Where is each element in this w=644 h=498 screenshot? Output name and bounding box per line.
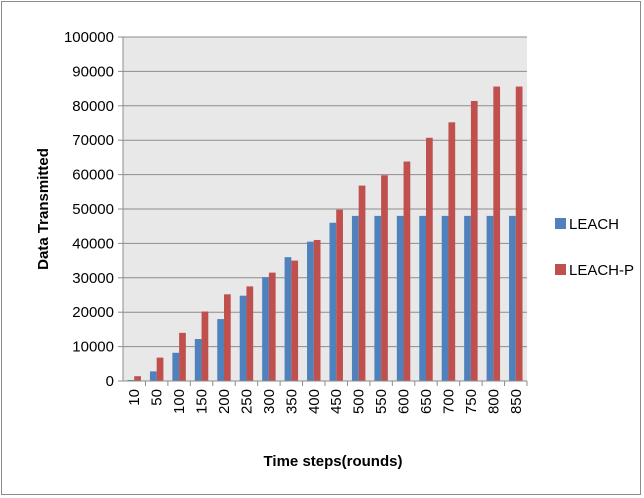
x-tick-label: 100 xyxy=(171,389,188,414)
x-tick-label: 50 xyxy=(149,389,166,406)
y-tick-label: 50000 xyxy=(72,201,114,218)
bar-leach-p xyxy=(156,357,164,381)
bar-leach xyxy=(262,277,269,381)
bar-leach xyxy=(239,295,247,381)
x-tick-labels: 10 50 100 150 200 250 300 350 400 450 500 550 600 650… xyxy=(126,381,528,414)
y-tick-label: 0 xyxy=(106,373,114,390)
y-tick-label: 80000 xyxy=(72,98,114,115)
bar-leach-p xyxy=(313,239,321,381)
legend-label-leach: LEACH xyxy=(569,216,619,233)
x-tick-label: 700 xyxy=(440,389,457,414)
bar-leach-p xyxy=(426,137,433,381)
y-tick-label: 40000 xyxy=(72,235,114,252)
bar-leach xyxy=(194,339,202,381)
x-tick-label: 650 xyxy=(418,389,435,414)
bar-leach xyxy=(419,215,426,381)
bar-leach-p xyxy=(448,122,456,381)
bar-leach-p xyxy=(268,272,276,381)
bar-leach xyxy=(307,241,314,381)
bar-leach xyxy=(396,215,404,381)
bar-leach-p xyxy=(246,286,254,381)
x-tick-label: 600 xyxy=(396,389,413,414)
legend-swatch-leach xyxy=(555,218,566,229)
bar-leach xyxy=(486,215,494,381)
y-tick-label: 10000 xyxy=(72,339,114,356)
bar-leach-p xyxy=(134,376,141,381)
bar-leach xyxy=(441,215,449,381)
bar-leach-p xyxy=(515,86,523,381)
bar-leach-p xyxy=(470,100,478,381)
y-tick-label: 20000 xyxy=(72,304,114,321)
bar-leach xyxy=(284,257,292,381)
legend-label-leach-p: LEACH-P xyxy=(569,262,634,279)
y-tick-label: 60000 xyxy=(72,167,114,184)
bar-leach-p xyxy=(291,260,299,381)
bar-leach xyxy=(351,215,359,381)
x-tick-label: 200 xyxy=(216,389,233,414)
bar-leach xyxy=(374,215,382,381)
bars xyxy=(127,86,523,381)
bar-leach xyxy=(509,215,516,381)
x-tick-label: 500 xyxy=(351,389,368,414)
y-tick-label: 30000 xyxy=(72,270,114,287)
bar-leach-p xyxy=(358,185,366,381)
x-tick-label: 350 xyxy=(283,389,300,414)
x-tick-label: 450 xyxy=(328,389,345,414)
bar-leach xyxy=(172,352,180,381)
bar-leach xyxy=(329,222,337,381)
x-tick-label: 250 xyxy=(238,389,255,414)
bar-leach-p xyxy=(224,294,231,381)
bar-leach-p xyxy=(493,86,501,381)
bar-leach-p xyxy=(403,161,411,381)
y-tick-labels: 0 10000 20000 30000 40000 50000 60000 70000 8000… xyxy=(64,29,123,390)
bar-leach-p xyxy=(201,311,209,381)
y-tick-label: 90000 xyxy=(72,63,114,80)
bar-leach-p xyxy=(336,209,343,381)
x-tick-label: 150 xyxy=(194,389,211,414)
grid-lines xyxy=(123,36,527,348)
x-axis-title: Time steps(rounds) xyxy=(264,453,403,470)
x-tick-label: 750 xyxy=(463,389,480,414)
x-tick-label: 550 xyxy=(373,389,390,414)
y-tick-label: 100000 xyxy=(64,29,114,46)
bar-leach-p xyxy=(381,175,388,381)
x-tick-label: 300 xyxy=(261,389,278,414)
legend: LEACH LEACH-P xyxy=(555,216,634,279)
x-tick-label: 800 xyxy=(485,389,502,414)
legend-swatch-leach-p xyxy=(555,264,566,275)
y-tick-label: 70000 xyxy=(72,132,114,149)
x-tick-label: 10 xyxy=(126,389,143,406)
bar-leach xyxy=(217,319,224,381)
bar-leach xyxy=(464,215,471,381)
bar-leach xyxy=(127,379,135,381)
x-tick-label: 850 xyxy=(508,389,525,414)
y-axis-title: Data Transmitted xyxy=(35,148,52,270)
bar-leach xyxy=(149,371,157,381)
x-tick-label: 400 xyxy=(306,389,323,414)
bar-leach-p xyxy=(179,332,186,381)
